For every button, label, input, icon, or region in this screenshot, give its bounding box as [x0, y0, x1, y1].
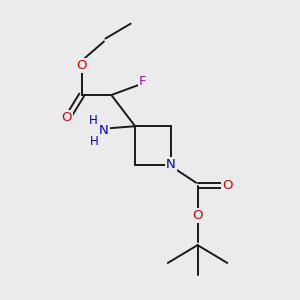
- Text: O: O: [192, 209, 203, 222]
- Text: O: O: [222, 179, 232, 192]
- Text: N: N: [166, 158, 176, 171]
- Text: O: O: [76, 59, 87, 72]
- Text: O: O: [61, 111, 72, 124]
- Text: F: F: [139, 75, 146, 88]
- Text: N: N: [99, 124, 109, 137]
- Text: H: H: [90, 136, 99, 148]
- Text: H: H: [89, 114, 98, 127]
